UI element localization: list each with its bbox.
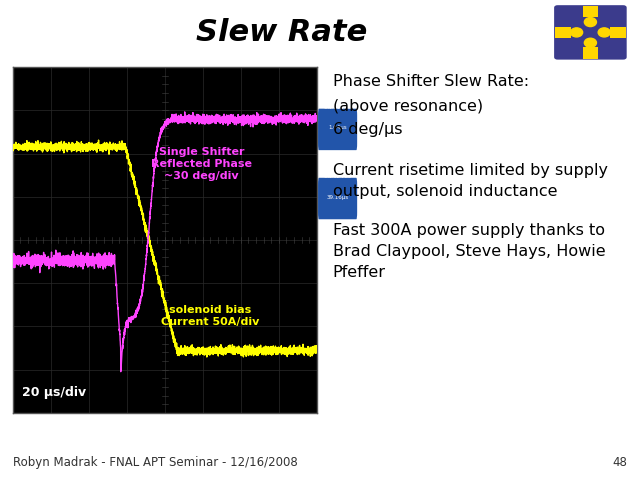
Text: solenoid bias
Current 50A/div: solenoid bias Current 50A/div	[161, 305, 260, 327]
Text: Fast 300A power supply thanks to
Brad Claypool, Steve Hays, Howie
Pfeffer: Fast 300A power supply thanks to Brad Cl…	[333, 223, 605, 280]
Circle shape	[577, 22, 604, 43]
FancyBboxPatch shape	[582, 6, 598, 17]
Text: Curs2 Pos: Curs2 Pos	[324, 174, 351, 179]
Text: File  Edit  Vertical  Horiz/Acq  Trig  Display  Cursors  Measure  Masks  Math  M: File Edit Vertical Horiz/Acq Trig Displa…	[19, 58, 290, 63]
Text: Ch1  1.0V    50.0mV  Rsc        M 20.0μs  2.5GS/s     400pt/pt: Ch1 1.0V 50.0mV Rsc M 20.0μs 2.5GS/s 400…	[19, 418, 184, 423]
Text: (above resonance): (above resonance)	[333, 98, 483, 113]
Text: 48: 48	[612, 456, 627, 469]
Text: Current risetime limited by supply
output, solenoid inductance: Current risetime limited by supply outpu…	[333, 163, 608, 199]
Text: Robyn Madrak - FNAL APT Seminar - 12/16/2008: Robyn Madrak - FNAL APT Seminar - 12/16/…	[13, 456, 298, 469]
Text: 6 deg/μs: 6 deg/μs	[333, 122, 403, 137]
Circle shape	[584, 38, 596, 48]
Text: 39.16μs: 39.16μs	[326, 194, 349, 200]
Text: Phase Shifter Slew Rate:: Phase Shifter Slew Rate:	[333, 74, 529, 89]
Circle shape	[598, 28, 611, 37]
Text: Single Shifter
Reflected Phase
~30 deg/div: Single Shifter Reflected Phase ~30 deg/d…	[151, 146, 252, 181]
FancyBboxPatch shape	[554, 5, 627, 60]
Text: 1.64μs: 1.64μs	[328, 125, 347, 131]
Text: Curs1 Pos: Curs1 Pos	[324, 105, 351, 109]
FancyBboxPatch shape	[555, 26, 570, 38]
FancyBboxPatch shape	[582, 48, 598, 59]
Text: Slew Rate: Slew Rate	[196, 18, 367, 47]
Circle shape	[570, 28, 582, 37]
Text: Tek  Run  Sample           10 Acqs                    04 Aug 09 11:45:35: Tek Run Sample 10 Acqs 04 Aug 09 11:45:3…	[19, 46, 197, 51]
FancyBboxPatch shape	[318, 178, 357, 219]
Text: 20 μs/div: 20 μs/div	[22, 386, 86, 399]
FancyBboxPatch shape	[318, 108, 357, 150]
Circle shape	[584, 17, 596, 26]
FancyBboxPatch shape	[611, 26, 626, 38]
